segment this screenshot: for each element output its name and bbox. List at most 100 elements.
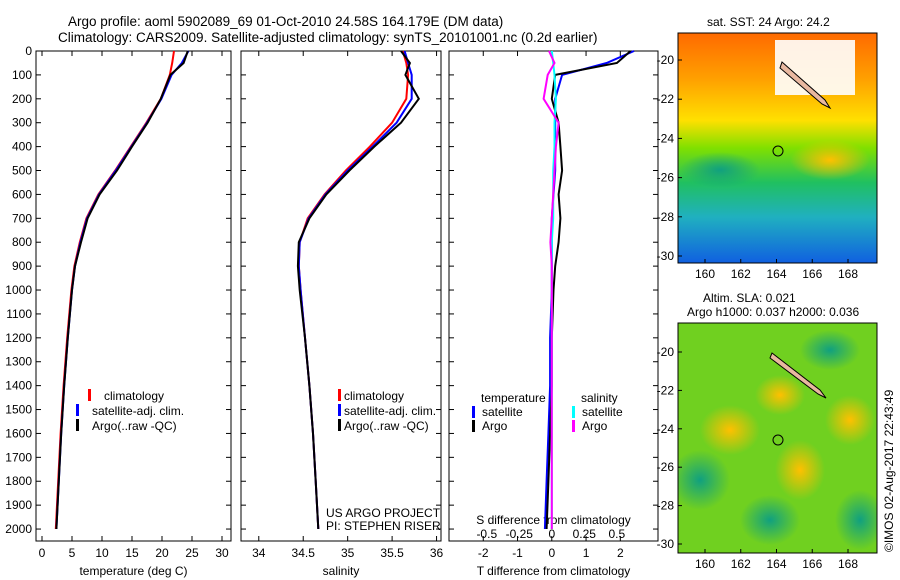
x-axis-label: T difference from climatology <box>477 564 631 578</box>
x-tick-label: 5 <box>69 546 76 560</box>
sst-map <box>678 33 877 263</box>
legend-label: Argo <box>482 419 508 433</box>
lat-tick-label: -28 <box>657 210 675 224</box>
legend-label: Argo <box>582 419 608 433</box>
legend-swatch-satellite <box>338 404 341 416</box>
legend-heading: salinity <box>581 391 618 405</box>
legend-swatch-argo <box>76 419 79 431</box>
lat-tick-label: -24 <box>657 131 675 145</box>
series-line-argo-raw-qc- <box>296 50 420 530</box>
sla-map-title: Altim. SLA: 0.021 <box>703 291 796 305</box>
series-line-satellite-adj-clim- <box>297 50 413 530</box>
x-tick-label: 15 <box>125 546 139 560</box>
legend-swatch-s-satellite <box>572 406 575 418</box>
x-tick-label: -2 <box>478 546 489 560</box>
lon-tick-label: 168 <box>838 557 858 571</box>
lon-tick-label: 168 <box>838 267 858 281</box>
lat-tick-label: -20 <box>657 53 675 67</box>
lat-tick-label: -24 <box>657 422 675 436</box>
legend-label: climatology <box>344 389 404 403</box>
x-axis-label: salinity <box>323 564 360 578</box>
x-tick-label: 35 <box>341 546 355 560</box>
y-tick-label: 1300 <box>5 355 32 369</box>
lon-tick-label: 166 <box>802 557 822 571</box>
lat-tick-label: -30 <box>657 249 675 263</box>
secondary-tick-label: 0.25 <box>573 527 597 541</box>
lat-tick-label: -22 <box>657 92 675 106</box>
secondary-tick-label: -0.5 <box>476 527 497 541</box>
y-tick-label: 1400 <box>5 379 32 393</box>
lon-tick-label: 164 <box>766 267 786 281</box>
y-tick-label: 700 <box>12 211 32 225</box>
x-tick-label: 36 <box>430 546 444 560</box>
x-tick-label: 35.5 <box>380 546 404 560</box>
y-tick-label: 0 <box>25 44 32 58</box>
y-tick-label: 100 <box>12 68 32 82</box>
temperature-panel: 0100200300400500600700800900100011001200… <box>5 44 232 578</box>
lon-tick-label: 162 <box>731 267 751 281</box>
figure-subtitle: Climatology: CARS2009. Satellite-adjuste… <box>58 30 598 45</box>
secondary-tick-label: -0.25 <box>506 527 534 541</box>
x-tick-label: 34.5 <box>292 546 316 560</box>
legend-swatch-t-satellite <box>472 406 475 418</box>
project-label: US ARGO PROJECT <box>326 506 441 520</box>
legend-label: satellite-adj. clim. <box>92 404 184 418</box>
legend-swatch-t-argo <box>472 420 475 432</box>
temperature-legend: climatology satellite-adj. clim. Argo(..… <box>76 389 184 433</box>
pi-label: PI: STEPHEN RISER <box>326 519 441 533</box>
imos-timestamp: ©IMOS 02-Aug-2017 22:43:49 <box>882 389 896 552</box>
series-line-climatology <box>54 50 175 530</box>
lat-tick-label: -30 <box>657 537 675 551</box>
y-tick-label: 600 <box>12 187 32 201</box>
sla-map-frame <box>677 322 878 554</box>
x-tick-label: 34 <box>252 546 266 560</box>
x-tick-label: 30 <box>215 546 229 560</box>
figure-title: Argo profile: aoml 5902089_69 01-Oct-201… <box>68 14 503 29</box>
map-axes: 160 162 164 166 168 -20 -22 -24 -26 -28 -30 160 162 1… <box>657 53 859 571</box>
lon-tick-label: 164 <box>766 557 786 571</box>
secondary-tick-label: 0.5 <box>608 527 625 541</box>
lat-tick-label: -26 <box>657 171 675 185</box>
x-tick-label: 20 <box>155 546 169 560</box>
sst-map-title: sat. SST: 24 Argo: 24.2 <box>707 15 830 29</box>
lon-tick-label: 160 <box>695 557 715 571</box>
secondary-axis-label: S difference from climatology <box>476 513 631 527</box>
sla-map <box>678 323 877 553</box>
series-line-s-argo <box>542 50 560 529</box>
sla-map-subtitle: Argo h1000: 0.037 h2000: 0.036 <box>687 305 859 319</box>
new-caledonia-landmass <box>769 352 827 399</box>
plot-frame <box>240 50 442 542</box>
lon-tick-label: 166 <box>802 267 822 281</box>
salinity-panel: 34 34.5 35 35.5 36 salinity <box>240 50 444 578</box>
y-tick-label: 1900 <box>5 498 32 512</box>
y-tick-label: 800 <box>12 235 32 249</box>
x-tick-label: 10 <box>95 546 109 560</box>
lat-tick-label: -20 <box>657 345 675 359</box>
x-tick-label: 2 <box>617 546 624 560</box>
x-tick-label: 25 <box>185 546 199 560</box>
secondary-tick-label: 0 <box>548 527 555 541</box>
legend-label: climatology <box>104 389 164 403</box>
legend-heading: temperature <box>481 391 546 405</box>
y-tick-label: 500 <box>12 164 32 178</box>
series-line-argo-raw-qc- <box>55 50 189 530</box>
y-tick-label: 900 <box>12 259 32 273</box>
legend-swatch-argo <box>338 419 341 431</box>
x-tick-label: -1 <box>512 546 523 560</box>
x-axis-label: temperature (deg C) <box>79 564 187 578</box>
y-tick-label: 1100 <box>6 307 32 321</box>
plot-frame <box>35 50 232 542</box>
legend-swatch-satellite <box>76 404 79 416</box>
legend-swatch-climatology <box>338 389 341 401</box>
plot-frame <box>448 50 659 542</box>
y-tick-label: 1500 <box>5 403 32 417</box>
lat-tick-label: -22 <box>657 383 675 397</box>
x-tick-label: 1 <box>583 546 590 560</box>
sst-map-frame <box>677 32 878 264</box>
y-tick-label: 1700 <box>5 450 32 464</box>
x-tick-label: 0 <box>548 546 555 560</box>
y-tick-label: 200 <box>12 92 32 106</box>
series-line-satellite-adj-clim- <box>55 50 190 530</box>
y-tick-label: 2000 <box>5 522 32 536</box>
